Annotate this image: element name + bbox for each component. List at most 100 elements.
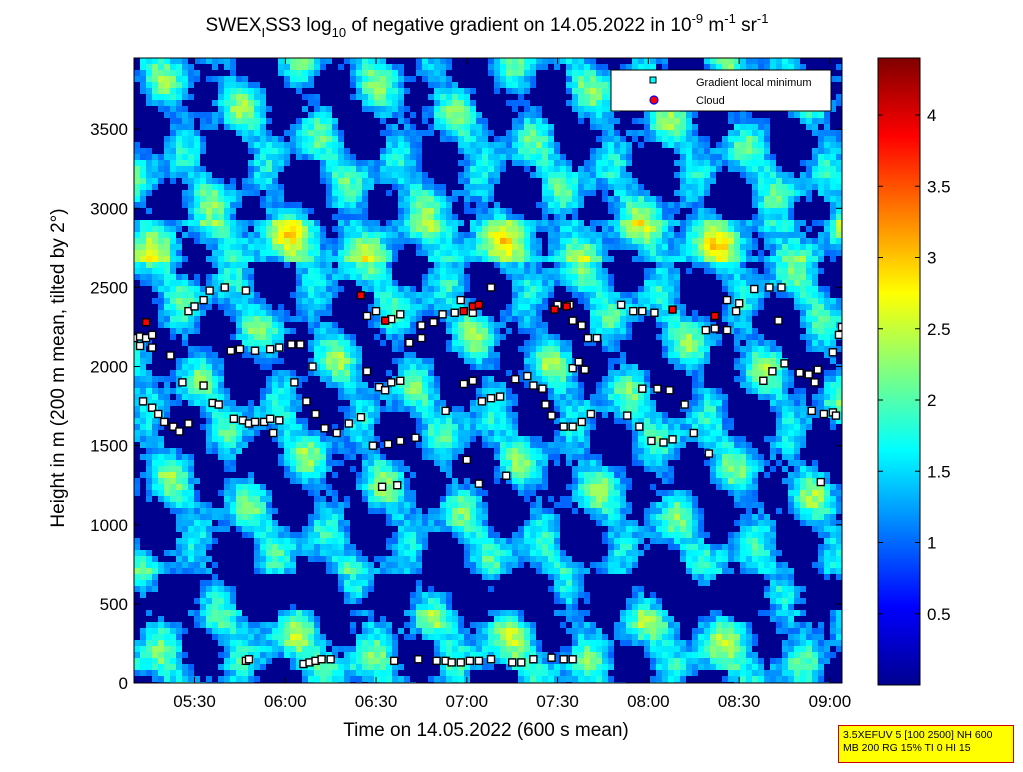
heat-cell	[488, 424, 494, 430]
heat-cell	[482, 148, 488, 154]
heat-cell	[554, 160, 560, 166]
heat-cell	[590, 418, 596, 424]
heat-cell	[572, 274, 578, 280]
heat-cell	[662, 430, 668, 436]
heat-cell	[608, 394, 614, 400]
heat-cell	[596, 220, 602, 226]
heat-cell	[698, 154, 704, 160]
heat-cell	[488, 352, 494, 358]
heat-cell	[776, 190, 782, 196]
heat-cell	[242, 430, 248, 436]
heat-cell	[356, 88, 362, 94]
heat-cell	[266, 202, 272, 208]
heat-cell	[746, 256, 752, 262]
heat-cell	[410, 136, 416, 142]
heat-cell	[398, 286, 404, 292]
heat-cell	[434, 430, 440, 436]
heat-cell	[164, 280, 170, 286]
heat-cell	[752, 160, 758, 166]
heat-cell	[764, 136, 770, 142]
heat-cell	[194, 400, 200, 406]
heat-cell	[524, 322, 530, 328]
heat-cell	[380, 280, 386, 286]
heat-cell	[578, 58, 584, 64]
heat-cell	[464, 280, 470, 286]
heat-cell	[296, 118, 302, 124]
heat-cell	[476, 322, 482, 328]
heat-cell	[272, 400, 278, 406]
heat-cell	[728, 250, 734, 256]
heat-cell	[368, 220, 374, 226]
heat-cell	[416, 70, 422, 76]
heat-cell	[386, 106, 392, 112]
heat-cell	[332, 178, 338, 184]
heat-cell	[386, 154, 392, 160]
heat-cell	[764, 64, 770, 70]
heat-cell	[464, 250, 470, 256]
heat-cell	[488, 430, 494, 436]
heat-cell	[164, 82, 170, 88]
heat-cell	[530, 112, 536, 118]
heat-cell	[782, 406, 788, 412]
heat-cell	[308, 142, 314, 148]
heat-cell	[236, 280, 242, 286]
heat-cell	[746, 358, 752, 364]
heat-cell	[236, 256, 242, 262]
heat-cell	[566, 208, 572, 214]
heat-cell	[152, 436, 158, 442]
heat-cell	[404, 400, 410, 406]
heat-cell	[476, 190, 482, 196]
heat-cell	[728, 148, 734, 154]
heat-cell	[776, 166, 782, 172]
heat-cell	[458, 352, 464, 358]
heat-cell	[284, 208, 290, 214]
heat-cell	[206, 430, 212, 436]
heat-cell	[344, 172, 350, 178]
heat-cell	[620, 292, 626, 298]
heat-cell	[812, 118, 818, 124]
heat-cell	[200, 370, 206, 376]
heat-cell	[572, 76, 578, 82]
heat-cell	[800, 178, 806, 184]
heat-cell	[740, 148, 746, 154]
heat-cell	[350, 376, 356, 382]
heat-cell	[818, 220, 824, 226]
heat-cell	[542, 208, 548, 214]
heat-cell	[494, 412, 500, 418]
heat-cell	[218, 292, 224, 298]
heat-cell	[278, 148, 284, 154]
heat-cell	[752, 190, 758, 196]
heat-cell	[824, 250, 830, 256]
heat-cell	[446, 286, 452, 292]
heat-cell	[338, 214, 344, 220]
heat-cell	[392, 70, 398, 76]
heat-cell	[716, 220, 722, 226]
heat-cell	[350, 94, 356, 100]
heat-cell	[806, 196, 812, 202]
heat-cell	[194, 232, 200, 238]
heat-cell	[296, 376, 302, 382]
heat-cell	[602, 340, 608, 346]
heat-cell	[794, 226, 800, 232]
heat-cell	[212, 202, 218, 208]
heat-cell	[764, 58, 770, 64]
heat-cell	[314, 262, 320, 268]
heat-cell	[584, 340, 590, 346]
heat-cell	[416, 370, 422, 376]
heat-cell	[806, 112, 812, 118]
heat-cell	[530, 154, 536, 160]
heat-cell	[386, 148, 392, 154]
heat-cell	[386, 250, 392, 256]
heat-cell	[770, 388, 776, 394]
heat-cell	[584, 160, 590, 166]
heat-cell	[482, 154, 488, 160]
heat-cell	[494, 70, 500, 76]
heat-cell	[392, 400, 398, 406]
heat-cell	[338, 208, 344, 214]
heat-cell	[578, 190, 584, 196]
heat-cell	[470, 172, 476, 178]
heat-cell	[608, 124, 614, 130]
heat-cell	[746, 340, 752, 346]
heat-cell	[800, 394, 806, 400]
heat-cell	[410, 154, 416, 160]
